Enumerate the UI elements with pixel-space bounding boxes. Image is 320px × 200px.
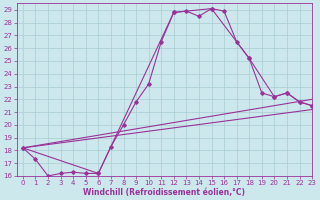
X-axis label: Windchill (Refroidissement éolien,°C): Windchill (Refroidissement éolien,°C): [84, 188, 245, 197]
